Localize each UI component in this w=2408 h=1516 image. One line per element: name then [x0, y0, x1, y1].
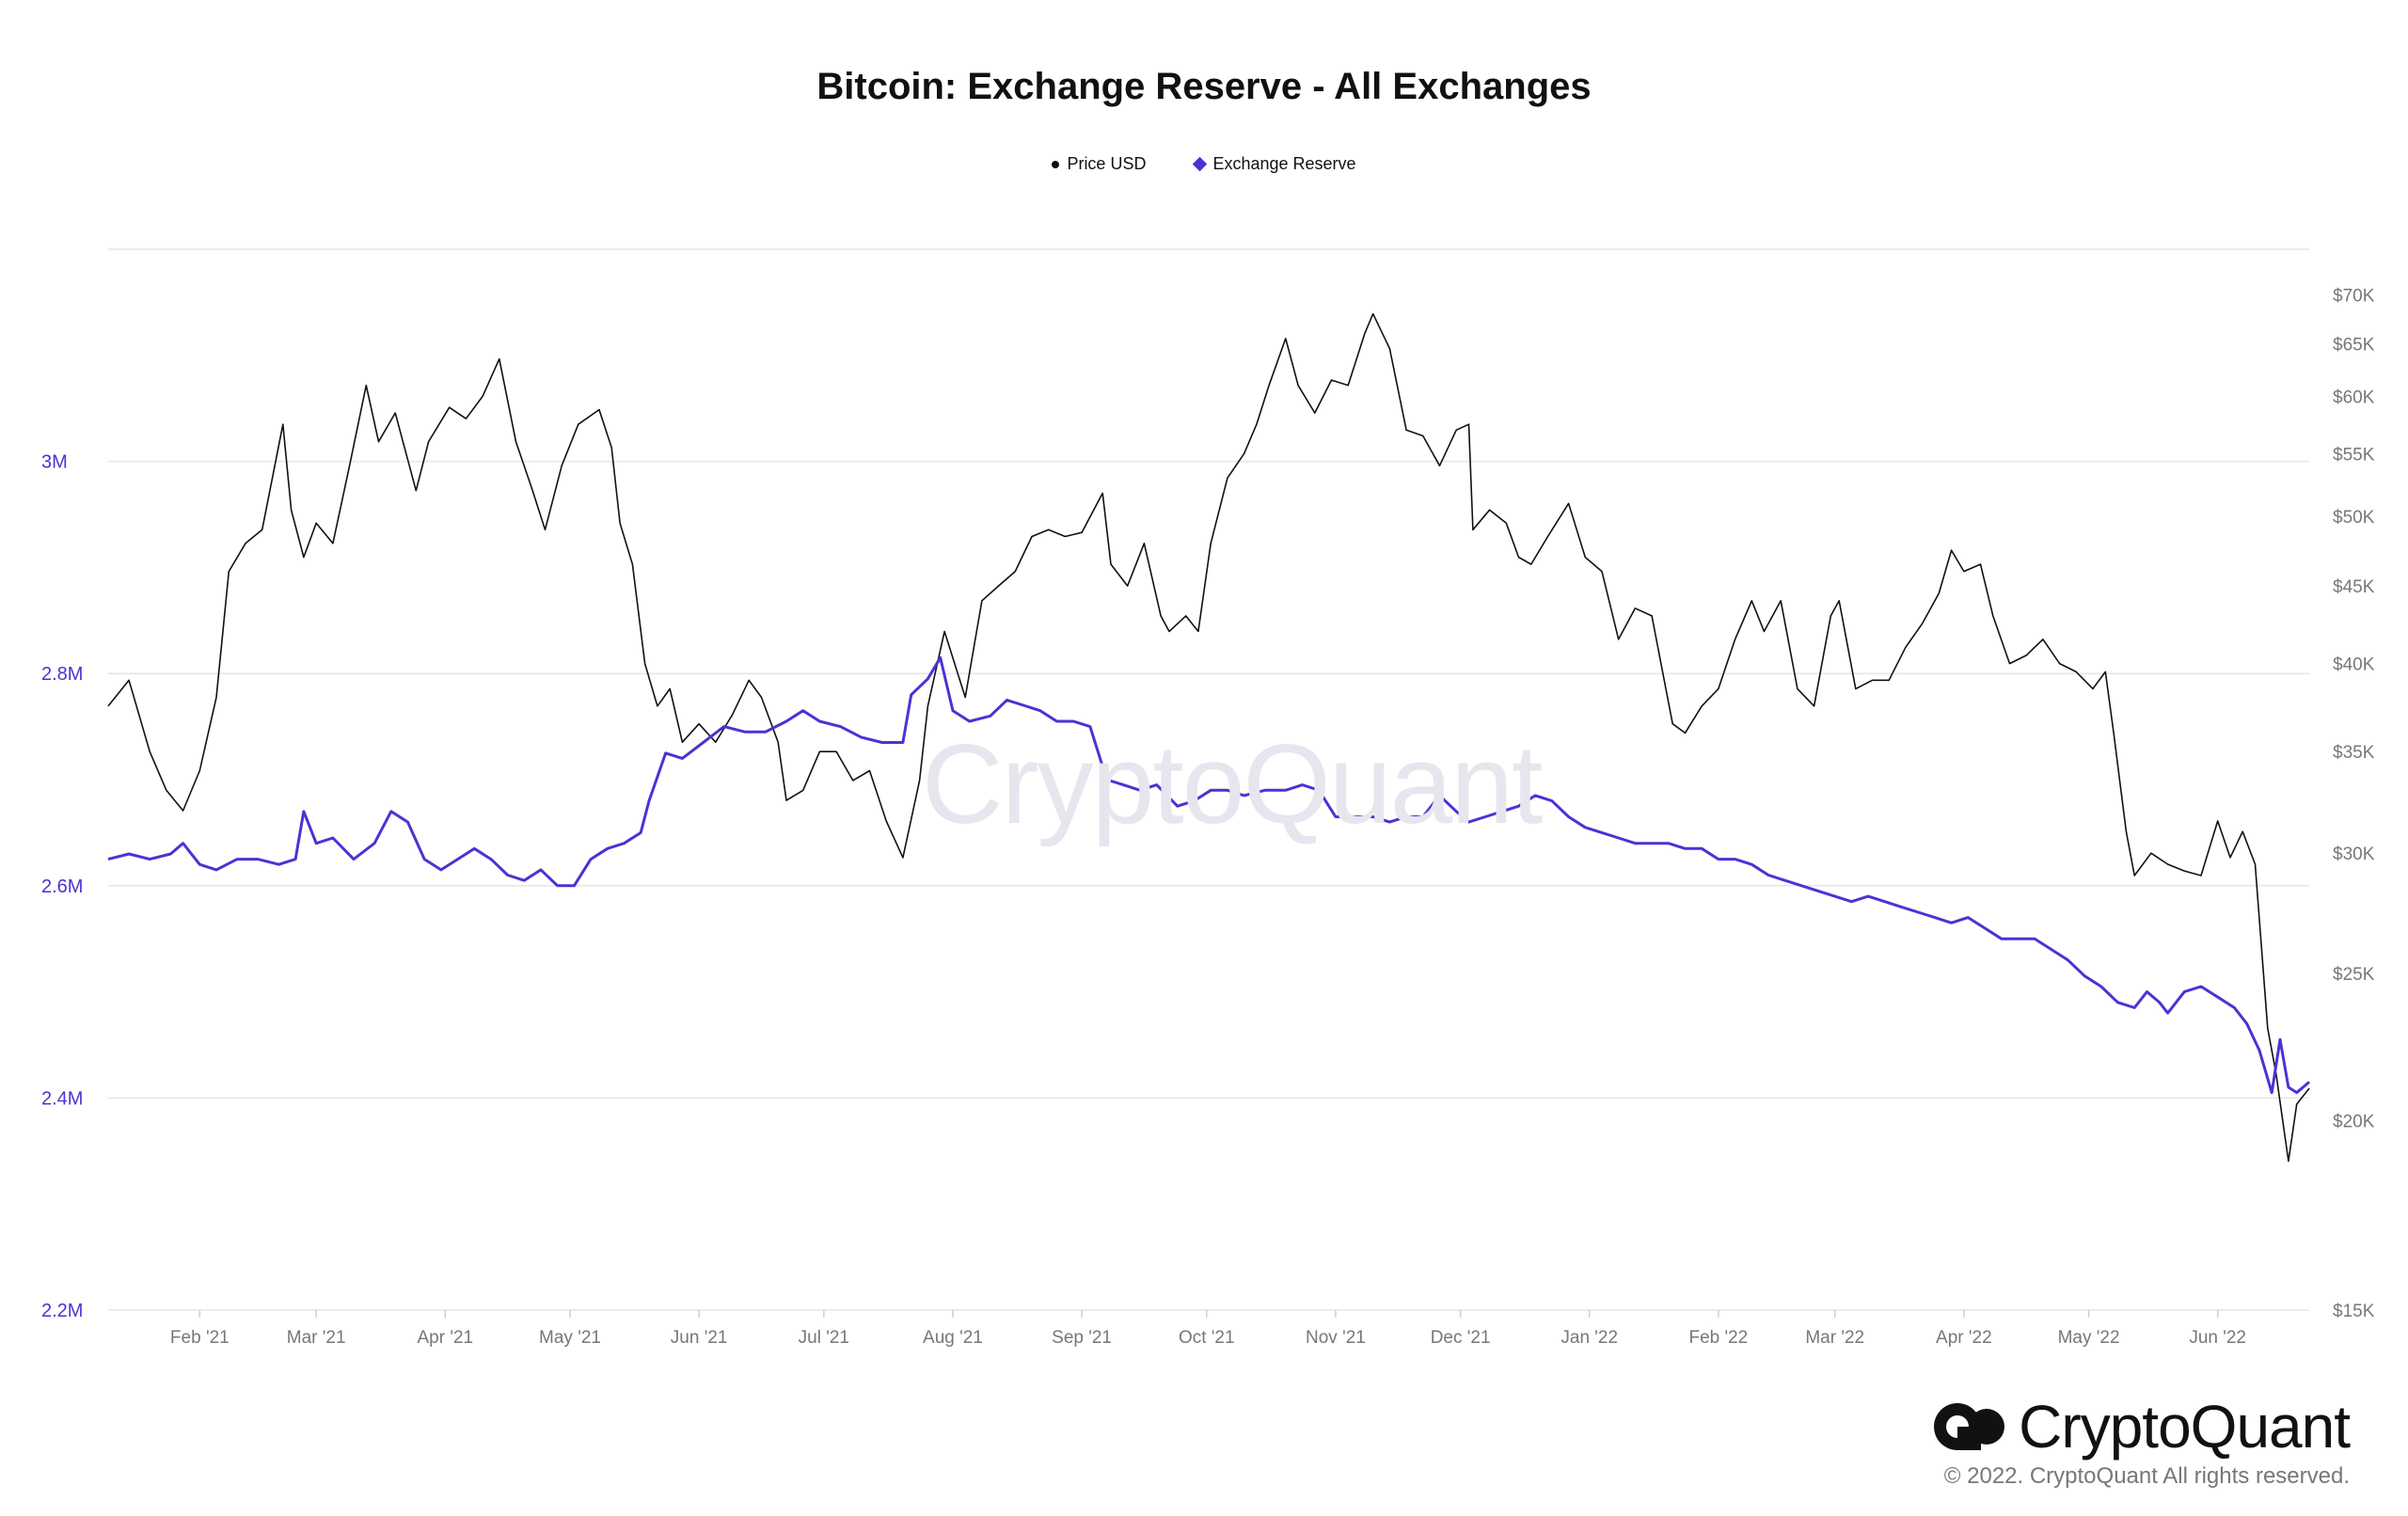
x-tick-label: Feb '21 [170, 1328, 230, 1348]
right-tick-label: $20K [2333, 1112, 2375, 1131]
legend: Price USD Exchange Reserve [0, 154, 2408, 174]
watermark: CryptoQuant [922, 721, 1543, 847]
right-tick-label: $60K [2333, 387, 2375, 407]
right-tick-label: $50K [2333, 508, 2375, 528]
legend-label-price: Price USD [1067, 154, 1147, 173]
x-tick-label: Mar '22 [1805, 1328, 1864, 1348]
left-tick-label: 2.2M [41, 1301, 83, 1321]
price-usd-line [107, 312, 2310, 1162]
right-tick-label: $15K [2333, 1302, 2375, 1321]
legend-item-reserve[interactable]: Exchange Reserve [1193, 154, 1356, 174]
x-tick-label: May '22 [2058, 1328, 2120, 1348]
x-tick-label: Apr '21 [417, 1328, 473, 1348]
cryptoquant-logo-icon [1934, 1403, 2005, 1450]
right-y-axis: $15K $20K $25K $30K $35K $40K $45K $50K $55K $60K… [2333, 286, 2375, 1321]
right-tick-label: $35K [2333, 743, 2375, 763]
right-tick-label: $45K [2333, 577, 2375, 597]
x-tick-label: May '21 [539, 1328, 601, 1348]
left-y-axis: 2.2M 2.4M 2.6M 2.8M 3M [41, 452, 83, 1321]
right-tick-label: $25K [2333, 965, 2375, 985]
x-tick-label: Nov '21 [1306, 1328, 1366, 1348]
x-tick-label: Feb '22 [1688, 1328, 1748, 1348]
x-tick-label: Oct '21 [1179, 1328, 1235, 1348]
copyright-text: © 2022. CryptoQuant All rights reserved. [1943, 1463, 2350, 1489]
legend-diamond-icon [1193, 156, 1208, 172]
x-tick-label: Sep '21 [1052, 1328, 1112, 1348]
right-tick-label: $70K [2333, 286, 2375, 306]
x-tick-label: Mar '21 [287, 1328, 346, 1348]
right-tick-label: $30K [2333, 845, 2375, 864]
x-tick-label: Jun '21 [671, 1328, 728, 1348]
legend-dot-icon [1052, 160, 1060, 168]
right-tick-label: $65K [2333, 335, 2375, 355]
x-tick-label: Jun '22 [2189, 1328, 2246, 1348]
left-tick-label: 2.8M [41, 664, 83, 685]
brand-name: CryptoQuant [2019, 1393, 2351, 1461]
series-layer [107, 312, 2310, 1162]
legend-label-reserve: Exchange Reserve [1212, 154, 1356, 173]
exchange-reserve-line [107, 655, 2310, 1095]
left-tick-label: 3M [41, 452, 68, 473]
x-tick-label: Jan '22 [1560, 1328, 1618, 1348]
x-tick-label: Dec '21 [1431, 1328, 1491, 1348]
chart-title: Bitcoin: Exchange Reserve - All Exchange… [816, 66, 1592, 107]
x-tick-label: Apr '22 [1936, 1328, 1992, 1348]
left-tick-label: 2.6M [41, 876, 83, 897]
grid [108, 248, 2309, 1311]
x-tick-label: Jul '21 [799, 1328, 849, 1348]
x-tick-label: Aug '21 [923, 1328, 983, 1348]
right-tick-label: $40K [2333, 655, 2375, 675]
left-tick-label: 2.4M [41, 1088, 83, 1109]
right-tick-label: $55K [2333, 445, 2375, 465]
brand-logo: CryptoQuant [1932, 1392, 2351, 1461]
x-axis: Feb '21 Mar '21 Apr '21 May '21 Jun '21 Jul '… [170, 1310, 2246, 1348]
legend-item-price[interactable]: Price USD [1052, 154, 1146, 174]
